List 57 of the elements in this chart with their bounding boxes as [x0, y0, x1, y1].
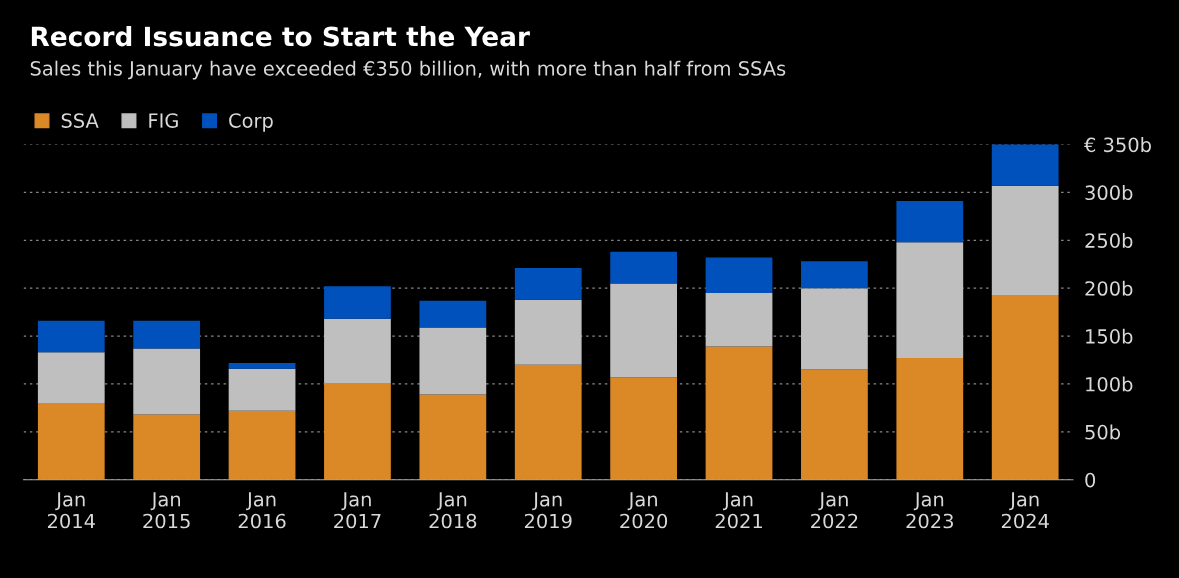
- bar: [419, 394, 487, 480]
- bar: [705, 346, 773, 480]
- y-tick-label: 100b: [1086, 376, 1133, 392]
- bar: [324, 383, 391, 480]
- bar: [801, 288, 868, 370]
- bar: [896, 201, 964, 243]
- bar: [610, 377, 678, 480]
- bar: [705, 292, 773, 347]
- bar: [228, 368, 296, 411]
- bar: [419, 300, 487, 328]
- y-tick-label: 250b: [1085, 232, 1133, 248]
- bar: [896, 242, 964, 359]
- bar: [801, 369, 868, 480]
- bar: [133, 414, 201, 480]
- y-tick-label: 200b: [1085, 280, 1133, 296]
- x-tick-label: Jan 2023: [906, 492, 953, 529]
- chart-title: Record Issuance to Start the Year: [31, 26, 530, 47]
- y-tick-label: 50b: [1085, 424, 1121, 440]
- bar: [705, 257, 773, 293]
- bar: [991, 144, 1059, 186]
- bar: [133, 320, 201, 349]
- x-tick-label: Jan 2019: [524, 492, 572, 529]
- y-tick-label: 150b: [1086, 328, 1133, 344]
- bar: [896, 358, 964, 480]
- bar: [37, 403, 105, 480]
- x-tick-label: Jan 2018: [429, 492, 477, 529]
- bar: [324, 286, 391, 319]
- bar: [133, 348, 201, 415]
- bar: [37, 352, 105, 404]
- bar: [228, 362, 296, 369]
- bar: [991, 294, 1059, 480]
- bar: [801, 261, 868, 289]
- bar: [991, 185, 1059, 295]
- bar: [37, 320, 105, 353]
- y-tick-label: 0: [1085, 472, 1096, 488]
- bar: [228, 410, 296, 480]
- x-tick-label: Jan 2014: [47, 492, 95, 529]
- y-tick-label: € 350b: [1084, 137, 1151, 153]
- x-tick-label: Jan 2016: [238, 492, 286, 529]
- bar: [324, 318, 391, 383]
- legend-label: FIG: [149, 113, 178, 128]
- x-tick-label: Jan 2017: [334, 492, 381, 529]
- bar: [610, 283, 678, 378]
- x-tick-label: Jan 2015: [143, 492, 190, 529]
- bar: [514, 268, 582, 300]
- chart-subtitle: Sales this January have exceeded €350 billion, with more than half from SSAs: [30, 60, 786, 80]
- bar: [419, 327, 487, 395]
- bar: [514, 364, 582, 480]
- y-tick-label: 300b: [1085, 185, 1133, 201]
- x-tick-label: Jan 2021: [715, 492, 762, 529]
- x-tick-label: Jan 2020: [620, 492, 668, 529]
- x-tick-label: Jan 2024: [1001, 492, 1049, 529]
- bar: [610, 251, 678, 284]
- x-tick-label: Jan 2022: [811, 492, 858, 529]
- bar: [514, 299, 582, 365]
- legend-label: Corp: [229, 113, 273, 132]
- legend-label: SSA: [61, 113, 99, 128]
